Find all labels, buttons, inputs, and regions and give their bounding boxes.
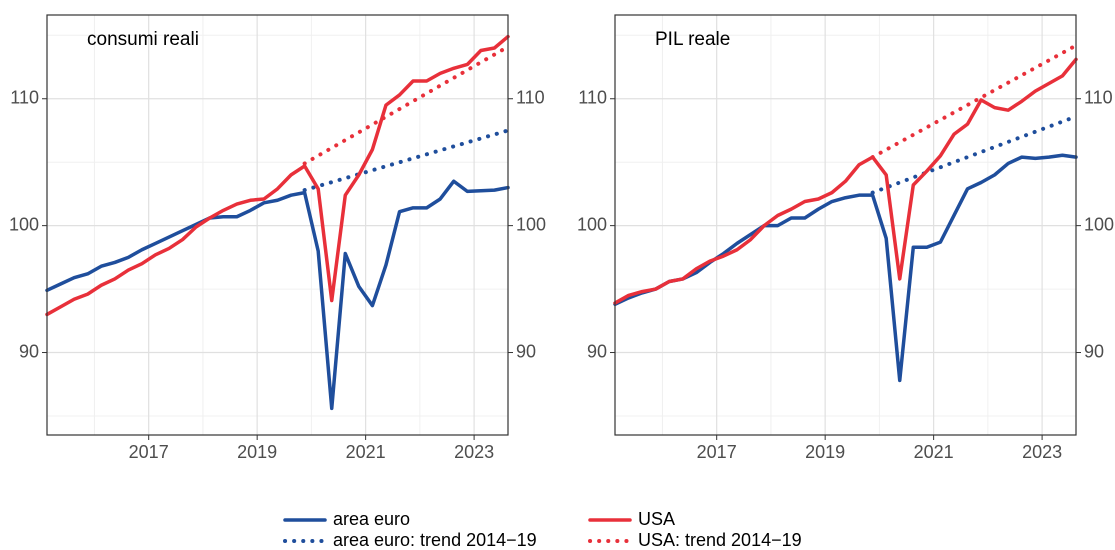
y-tick-label-right: 90	[1084, 341, 1104, 361]
y-tick-label-right: 110	[516, 87, 545, 107]
series-line	[870, 43, 1078, 160]
y-tick-label: 100	[577, 214, 607, 234]
x-tick-label: 2023	[1022, 442, 1062, 462]
y-tick-label-right: 110	[1084, 87, 1113, 107]
legend-label: area euro: trend 2014−19	[333, 530, 537, 550]
y-tick-label: 100	[9, 214, 39, 234]
legend-label: area euro	[333, 509, 410, 529]
y-tick-label-right: 100	[1084, 214, 1114, 234]
x-tick-label: 2019	[805, 442, 845, 462]
panel-title: consumi reali	[87, 29, 199, 50]
x-tick-label: 2021	[346, 442, 386, 462]
legend-label: USA: trend 2014−19	[638, 530, 802, 550]
series-line	[45, 34, 510, 317]
x-tick-label: 2021	[914, 442, 954, 462]
y-tick-label: 110	[10, 87, 39, 107]
y-tick-label: 90	[19, 341, 39, 361]
panel-border	[46, 14, 509, 436]
x-tick-label: 2017	[697, 442, 737, 462]
series-line	[870, 114, 1078, 195]
series-line	[302, 44, 510, 166]
x-tick-label: 2023	[454, 442, 494, 462]
x-tick-label: 2019	[237, 442, 277, 462]
panel-title: PIL reale	[655, 29, 730, 50]
series-line	[45, 179, 510, 411]
panel-border	[614, 14, 1077, 436]
y-tick-label: 90	[587, 341, 607, 361]
x-tick-label: 2017	[129, 442, 169, 462]
legend-label: USA	[638, 509, 675, 529]
y-tick-label-right: 90	[516, 341, 536, 361]
series-line	[613, 57, 1078, 305]
series-line	[302, 128, 510, 193]
y-tick-label: 110	[578, 87, 607, 107]
series-line	[613, 153, 1078, 383]
y-tick-label-right: 100	[516, 214, 546, 234]
